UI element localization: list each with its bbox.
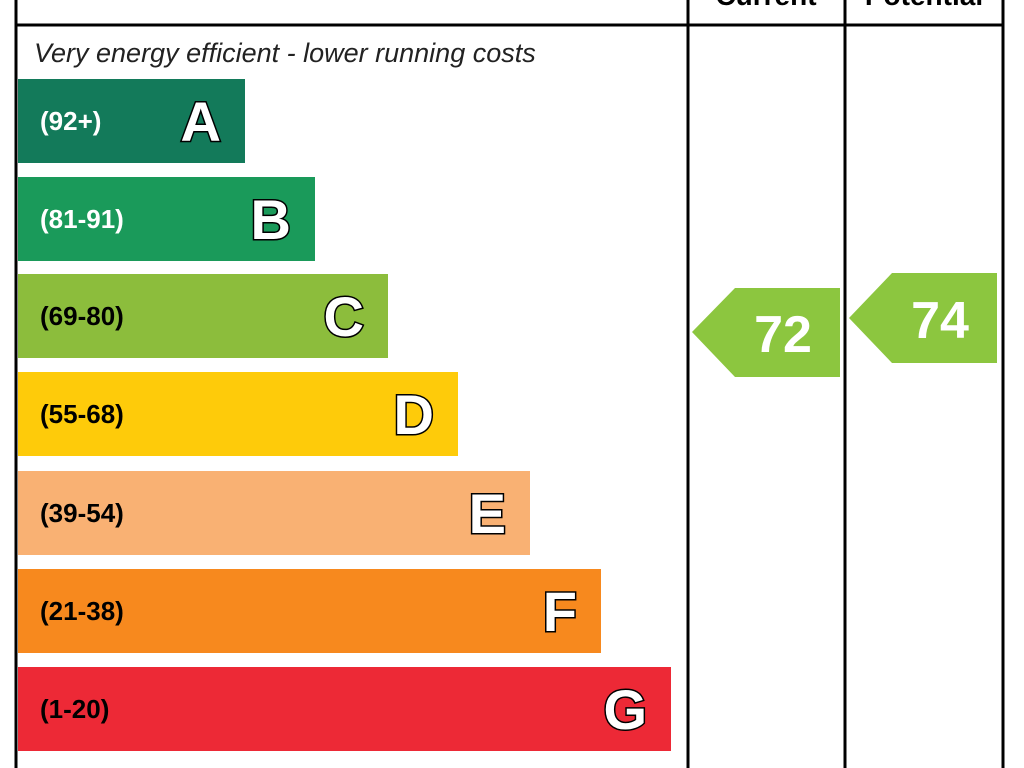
band-letter: E [469, 482, 506, 545]
band-range: (1-20) [40, 694, 109, 724]
band-range: (69-80) [40, 301, 124, 331]
frame [14, 0, 1005, 768]
current-arrow [692, 288, 840, 377]
potential-arrow [849, 273, 997, 363]
current-header: Current [715, 0, 816, 11]
potential-score: 74 [911, 292, 969, 350]
band-range: (92+) [40, 106, 101, 136]
band-letter: A [181, 90, 221, 153]
band-letter: G [603, 678, 647, 741]
band-letter: F [543, 580, 577, 643]
band-range: (55-68) [40, 399, 124, 429]
band-bar [18, 372, 458, 456]
bands: (92+) A (81-91) B (69-80) C (55-68) D (39-54) E (2… [18, 79, 671, 751]
potential-header: Potential [865, 0, 983, 11]
band-range: (81-91) [40, 204, 124, 234]
band-range: (39-54) [40, 498, 124, 528]
band-bar [18, 471, 530, 555]
band-bar [18, 177, 315, 261]
band-bar [18, 274, 388, 358]
band-range: (21-38) [40, 596, 124, 626]
band-bar [18, 569, 601, 653]
band-letter: B [251, 188, 291, 251]
description: Very energy efficient - lower running co… [34, 38, 536, 68]
band-letter: C [324, 285, 364, 348]
band-bar [18, 79, 245, 163]
band-letter: D [394, 383, 434, 446]
band-bar [18, 667, 671, 751]
current-score: 72 [754, 306, 812, 364]
